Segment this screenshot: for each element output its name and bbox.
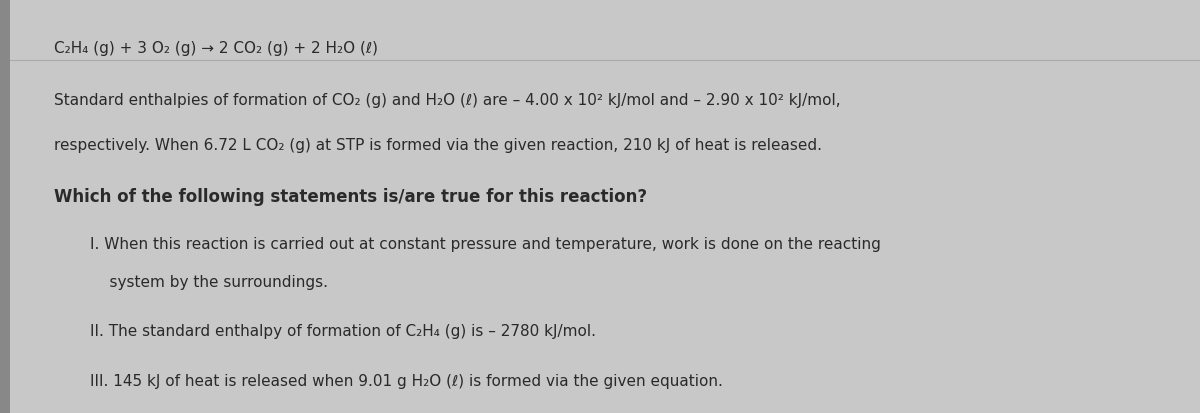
Text: system by the surroundings.: system by the surroundings. — [90, 275, 328, 290]
FancyBboxPatch shape — [0, 0, 10, 413]
Text: respectively. When 6.72 L CO₂ (g) at STP is formed via the given reaction, 210 k: respectively. When 6.72 L CO₂ (g) at STP… — [54, 138, 822, 153]
Text: III. 145 kJ of heat is released when 9.01 g H₂O (ℓ) is formed via the given equa: III. 145 kJ of heat is released when 9.0… — [90, 374, 722, 389]
Text: Standard enthalpies of formation of CO₂ (g) and H₂O (ℓ) are – 4.00 x 10² kJ/mol : Standard enthalpies of formation of CO₂ … — [54, 93, 841, 108]
Text: II. The standard enthalpy of formation of C₂H₄ (g) is – 2780 kJ/mol.: II. The standard enthalpy of formation o… — [90, 324, 596, 339]
Text: C₂H₄ (g) + 3 O₂ (g) → 2 CO₂ (g) + 2 H₂O (ℓ): C₂H₄ (g) + 3 O₂ (g) → 2 CO₂ (g) + 2 H₂O … — [54, 41, 378, 56]
Text: I. When this reaction is carried out at constant pressure and temperature, work : I. When this reaction is carried out at … — [90, 237, 881, 252]
Text: Which of the following statements is/are true for this reaction?: Which of the following statements is/are… — [54, 188, 647, 206]
